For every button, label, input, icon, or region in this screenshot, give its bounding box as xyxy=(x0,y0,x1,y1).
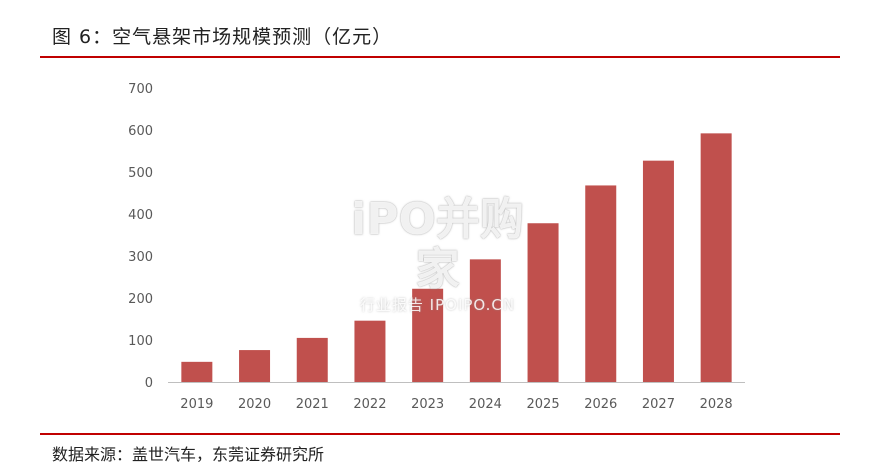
y-tick-label: 200 xyxy=(128,292,153,307)
bar xyxy=(585,185,617,382)
x-tick-label: 2028 xyxy=(700,397,733,412)
x-tick-label: 2027 xyxy=(642,397,675,412)
x-tick-label: 2023 xyxy=(411,397,444,412)
y-tick-label: 700 xyxy=(128,82,153,97)
y-tick-label: 100 xyxy=(128,334,153,349)
bar xyxy=(700,133,732,382)
y-tick-label: 600 xyxy=(128,124,153,139)
bar xyxy=(642,160,674,382)
bar xyxy=(181,361,213,382)
bar xyxy=(527,223,559,382)
title-divider xyxy=(40,56,840,58)
y-tick-label: 0 xyxy=(145,376,153,391)
bar xyxy=(469,259,501,382)
y-tick-label: 300 xyxy=(128,250,153,265)
x-tick-label: 2026 xyxy=(584,397,617,412)
source-divider xyxy=(40,433,840,435)
x-tick-label: 2024 xyxy=(469,397,502,412)
bar xyxy=(354,320,386,382)
y-tick-label: 500 xyxy=(128,166,153,181)
x-tick-label: 2022 xyxy=(353,397,386,412)
bar xyxy=(412,288,444,382)
y-tick-label: 400 xyxy=(128,208,153,223)
x-tick-label: 2019 xyxy=(180,397,213,412)
figure-title: 图 6：空气悬架市场规模预测（亿元） xyxy=(52,26,393,48)
bar xyxy=(296,337,328,382)
x-tick-label: 2021 xyxy=(296,397,329,412)
bar xyxy=(239,350,271,382)
x-tick-label: 2020 xyxy=(238,397,271,412)
source-note: 数据来源：盖世汽车，东莞证券研究所 xyxy=(52,445,325,464)
x-tick-label: 2025 xyxy=(527,397,560,412)
